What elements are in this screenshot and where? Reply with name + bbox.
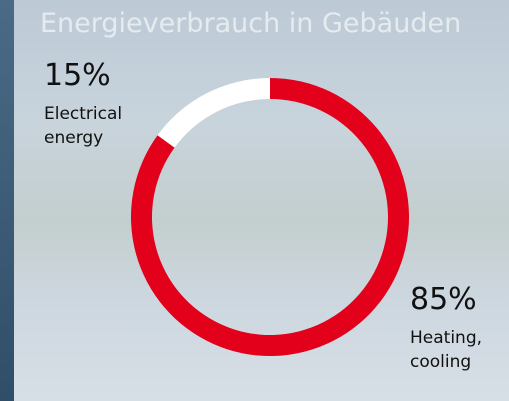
category-label: Heating, cooling: [410, 326, 490, 374]
value-label: 15%: [44, 58, 111, 93]
category-label: Electrical energy: [44, 102, 124, 150]
donut-segment: [158, 78, 270, 148]
chart: Energieverbrauch in Gebäuden 85% Heating…: [0, 0, 509, 401]
value-label: 85%: [410, 282, 477, 317]
